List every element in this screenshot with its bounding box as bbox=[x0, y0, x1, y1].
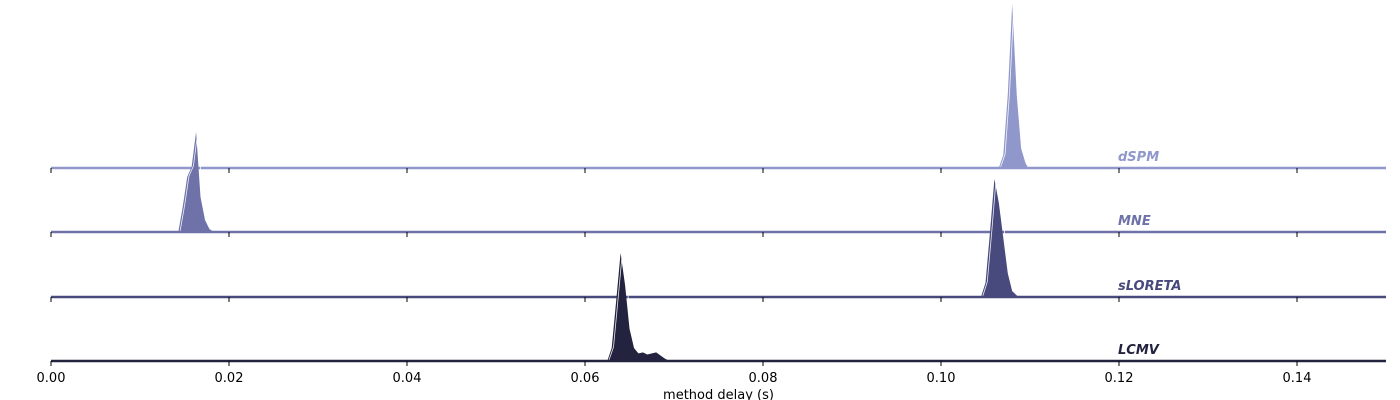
x-axis: 0.00 0.02 0.04 0.06 0.08 0.10 0.12 0.14 bbox=[37, 361, 1312, 386]
x-tick-label: 0.04 bbox=[393, 371, 422, 386]
ridge-mne: MNE bbox=[50, 130, 1386, 237]
ridge-sloreta: sLORETA bbox=[50, 177, 1386, 302]
x-tick-label: 0.12 bbox=[1105, 371, 1134, 386]
ridge-lcmv: LCMV bbox=[51, 251, 1386, 363]
x-tick-label: 0.02 bbox=[215, 371, 244, 386]
x-tick-label: 0.14 bbox=[1283, 371, 1312, 386]
density-area-lcmv bbox=[607, 253, 670, 361]
series-label-lcmv: LCMV bbox=[1118, 343, 1160, 358]
ridge-dspm: dSPM bbox=[50, 2, 1386, 173]
ridges-group: dSPM MNE sLORETA LCMV bbox=[50, 2, 1386, 363]
density-area-sloreta bbox=[981, 179, 1019, 297]
density-outline-dspm bbox=[1000, 2, 1031, 168]
x-tick-label: 0.08 bbox=[749, 371, 778, 386]
x-tick-label: 0.10 bbox=[927, 371, 956, 386]
density-outline-lcmv bbox=[608, 251, 672, 361]
x-axis-label: method delay (s) bbox=[663, 388, 774, 400]
series-label-dspm: dSPM bbox=[1118, 150, 1159, 165]
series-label-sloreta: sLORETA bbox=[1118, 279, 1181, 294]
density-area-mne bbox=[178, 132, 214, 232]
x-tick-label: 0.06 bbox=[571, 371, 600, 386]
density-outline-mne bbox=[179, 130, 216, 232]
x-tick-label: 0.00 bbox=[37, 371, 66, 386]
density-outline-sloreta bbox=[982, 177, 1021, 297]
density-area-dspm bbox=[998, 4, 1029, 168]
series-label-mne: MNE bbox=[1118, 214, 1151, 229]
